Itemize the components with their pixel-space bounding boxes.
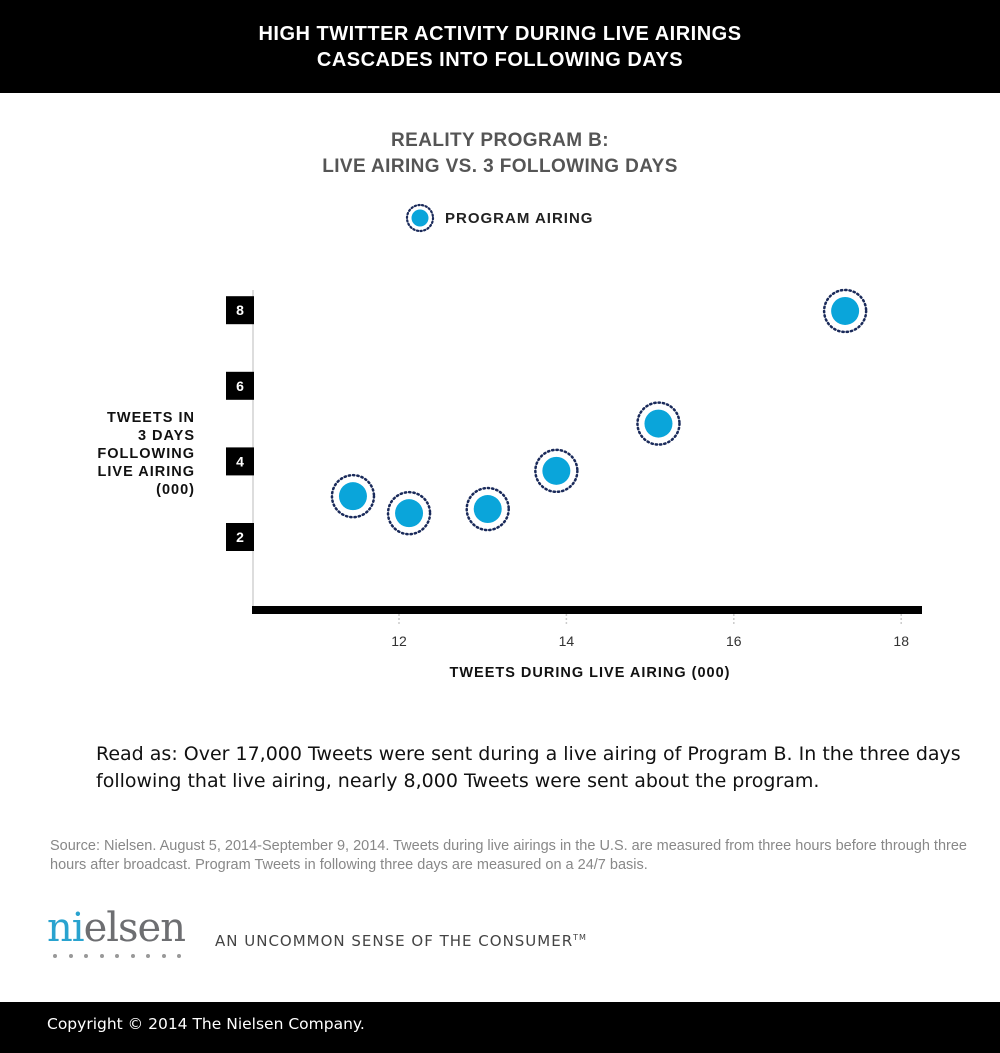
x-tick-label: 18 [893, 633, 909, 649]
nielsen-logo: nielsen [47, 905, 186, 958]
x-tick-label: 14 [559, 633, 575, 649]
tagline-text: AN UNCOMMON SENSE OF THE CONSUMER [215, 932, 574, 950]
read-as-note: Read as: Over 17,000 Tweets were sent du… [96, 743, 961, 792]
data-point-ring [330, 473, 376, 519]
data-point-ring [534, 448, 579, 494]
y-axis-label-line: 3 DAYS [137, 428, 195, 444]
logo-ni: ni [47, 905, 85, 951]
data-point [338, 482, 367, 511]
x-tick-label: 16 [726, 633, 742, 649]
y-tick-box [226, 371, 254, 400]
header-title-line2: CASCADES INTO FOLLOWING DAYS [316, 49, 684, 71]
y-axis-label-line: LIVE AIRING [97, 464, 195, 480]
data-point [473, 495, 502, 524]
x-tick-label: 12 [391, 633, 407, 649]
chart-title-line1: REALITY PROGRAM B: [391, 130, 609, 151]
footer: Copyright © 2014 The Nielsen Company. [0, 1002, 1000, 1053]
legend-marker-icon [405, 203, 435, 233]
y-tick-box [226, 447, 254, 476]
legend-label: PROGRAM AIRING [445, 209, 594, 227]
data-point-ring [465, 486, 510, 532]
y-tick-label: 8 [236, 302, 244, 318]
scatter-chart: 12 14 16 18 2 6 4 8 [226, 288, 922, 649]
source-note: Source: Nielsen. August 5, 2014-Septembe… [50, 838, 967, 873]
data-point [542, 456, 571, 485]
logo-rest: elsen [83, 905, 186, 951]
y-axis-label-line: FOLLOWING [97, 446, 195, 462]
tagline: AN UNCOMMON SENSE OF THE CONSUMERTM [215, 932, 587, 950]
header-title-line1: HIGH TWITTER ACTIVITY DURING LIVE AIRING… [258, 23, 742, 45]
y-tick-label: 2 [236, 529, 244, 545]
header-banner: HIGH TWITTER ACTIVITY DURING LIVE AIRING… [0, 0, 1000, 93]
chart-title-line2: LIVE AIRING VS. 3 FOLLOWING DAYS [322, 156, 678, 177]
x-axis-line [252, 606, 922, 614]
y-axis-label: TWEETS IN 3 DAYS FOLLOWING LIVE AIRING (… [70, 409, 195, 499]
data-point-ring [636, 401, 681, 446]
legend: PROGRAM AIRING [405, 203, 593, 233]
y-tick-label: 4 [236, 453, 244, 469]
data-point [395, 499, 424, 528]
x-axis-label: TWEETS DURING LIVE AIRING (000) [449, 665, 731, 681]
data-point [644, 409, 673, 438]
data-point [831, 296, 860, 325]
y-axis-label-line: TWEETS IN [107, 410, 195, 426]
trademark: TM [573, 933, 587, 942]
y-tick-box [226, 296, 254, 325]
y-tick-label: 6 [236, 378, 244, 394]
data-point-ring [822, 288, 868, 334]
copyright: Copyright © 2014 The Nielsen Company. [47, 1015, 365, 1033]
data-point-ring [386, 490, 432, 536]
y-tick-box [226, 523, 254, 551]
y-axis-label-line: (000) [156, 482, 195, 498]
